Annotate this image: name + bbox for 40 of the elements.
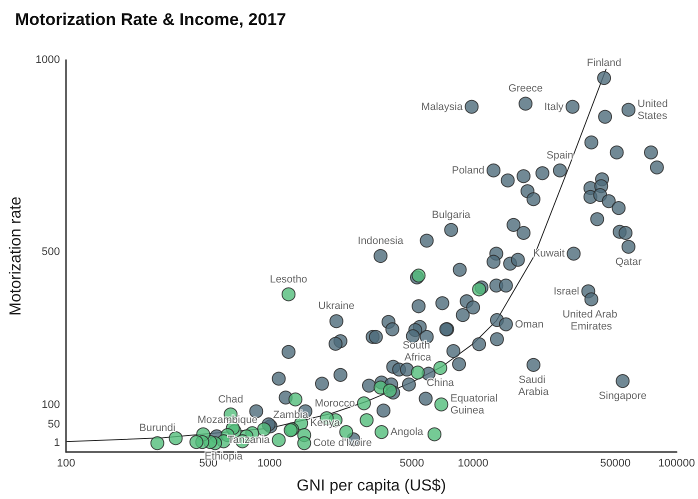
x-tick-label: 10000 bbox=[458, 458, 488, 470]
y-tick-label: 100 bbox=[42, 399, 60, 412]
y-tick-label: 1000 bbox=[36, 54, 60, 66]
annotation: Indonesia bbox=[358, 235, 404, 247]
annotation: Bulgaria bbox=[432, 208, 471, 221]
annotation: United Arab Emirates bbox=[562, 308, 620, 332]
annotation: Morocco bbox=[314, 397, 356, 410]
annotation: Finland bbox=[586, 57, 622, 70]
y-axis-title: Motorization rate bbox=[8, 196, 24, 316]
annotation: Kenya bbox=[310, 417, 340, 430]
y-tick-label: 1 bbox=[54, 437, 60, 450]
annotation: Poland bbox=[452, 164, 485, 176]
annotation: Equatorial Guinea bbox=[450, 392, 501, 416]
annotation: Burundi bbox=[139, 422, 176, 434]
annotation: Oman bbox=[514, 318, 544, 330]
annotation: Angola bbox=[390, 426, 424, 438]
annotation: Spain bbox=[546, 149, 574, 162]
annotation: Malaysia bbox=[421, 100, 463, 113]
annotation: United States bbox=[637, 98, 671, 122]
annotation: Ukraine bbox=[318, 300, 355, 312]
annotation: Lesotho bbox=[270, 273, 308, 286]
y-tick-label: 500 bbox=[42, 246, 60, 258]
x-tick-label: 100 bbox=[56, 458, 76, 470]
x-tick-label: 100000 bbox=[658, 458, 696, 470]
x-axis-title: GNI per capita (US$) bbox=[296, 478, 446, 494]
annotation: Chad bbox=[218, 393, 244, 406]
annotation: Italy bbox=[544, 100, 564, 113]
annotation: South Africa bbox=[402, 340, 433, 364]
chart-title: Motorization Rate & Income, 2017 bbox=[15, 10, 286, 29]
x-tick-label: 1000 bbox=[257, 458, 282, 470]
annotation: Israel bbox=[554, 285, 580, 298]
annotation: Saudi Arabia bbox=[518, 374, 549, 398]
annotation: Qatar bbox=[615, 256, 642, 268]
annotation: Singapore bbox=[598, 390, 647, 402]
annotation: Tanzania bbox=[228, 434, 270, 446]
y-tick-label: 50 bbox=[48, 418, 60, 430]
annotation: Greece bbox=[508, 82, 543, 95]
x-tick-label: 5000 bbox=[400, 458, 424, 470]
x-tick-label: 50000 bbox=[600, 458, 631, 470]
annotation: China bbox=[426, 377, 454, 389]
